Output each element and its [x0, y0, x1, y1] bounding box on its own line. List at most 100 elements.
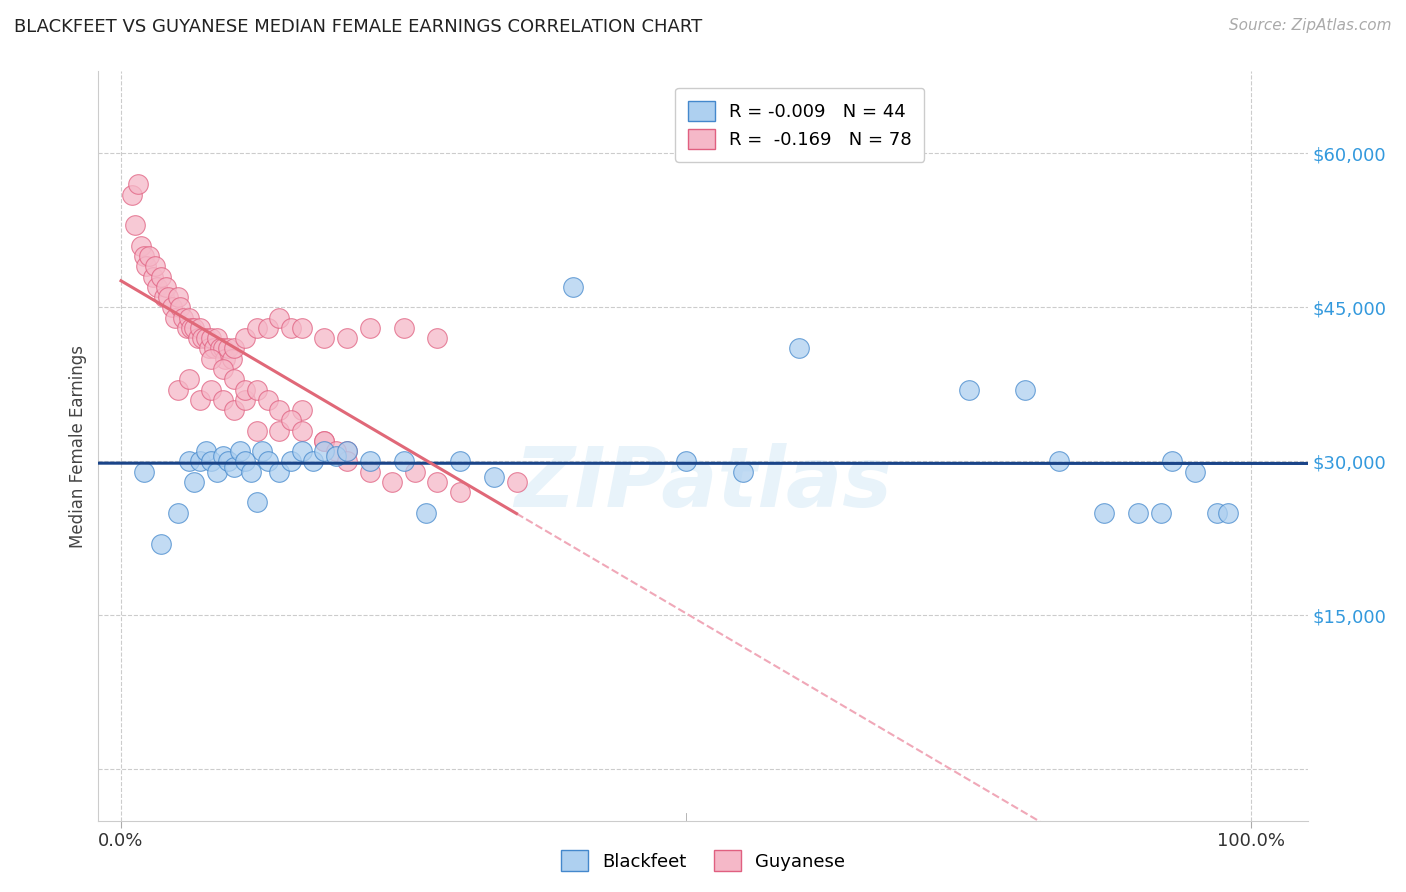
Point: [166, 290, 188, 304]
Point: [1014, 383, 1036, 397]
Point: [314, 434, 336, 448]
Point: [240, 465, 263, 479]
Point: [731, 465, 754, 479]
Point: [233, 383, 256, 397]
Point: [392, 321, 415, 335]
Point: [359, 454, 381, 468]
Point: [127, 178, 149, 192]
Point: [202, 342, 225, 356]
Point: [291, 403, 314, 417]
Point: [1218, 506, 1240, 520]
Point: [336, 331, 359, 345]
Point: [1126, 506, 1149, 520]
Point: [222, 403, 245, 417]
Point: [246, 383, 269, 397]
Point: [426, 475, 449, 489]
Point: [449, 485, 471, 500]
Point: [221, 351, 243, 366]
Point: [257, 454, 280, 468]
Point: [188, 392, 211, 407]
Point: [211, 392, 233, 407]
Point: [415, 506, 437, 520]
Point: [257, 321, 280, 335]
Point: [1047, 454, 1070, 468]
Point: [359, 321, 381, 335]
Point: [169, 301, 191, 315]
Point: [291, 444, 314, 458]
Point: [176, 321, 198, 335]
Point: [314, 444, 336, 458]
Point: [222, 342, 245, 356]
Point: [177, 310, 200, 325]
Point: [404, 465, 426, 479]
Point: [205, 331, 228, 345]
Point: [314, 434, 336, 448]
Point: [188, 454, 211, 468]
Point: [675, 454, 697, 468]
Point: [166, 506, 188, 520]
Point: [132, 465, 155, 479]
Text: Source: ZipAtlas.com: Source: ZipAtlas.com: [1229, 18, 1392, 33]
Point: [359, 465, 381, 479]
Point: [280, 454, 302, 468]
Point: [562, 280, 585, 294]
Point: [246, 424, 269, 438]
Point: [211, 362, 233, 376]
Point: [142, 269, 165, 284]
Point: [138, 249, 160, 263]
Point: [336, 444, 359, 458]
Point: [233, 392, 256, 407]
Point: [325, 450, 347, 464]
Point: [194, 331, 217, 345]
Point: [381, 475, 404, 489]
Point: [200, 454, 222, 468]
Point: [336, 454, 359, 468]
Point: [200, 383, 222, 397]
Point: [314, 331, 336, 345]
Point: [291, 424, 314, 438]
Point: [157, 290, 180, 304]
Point: [149, 536, 172, 550]
Point: [135, 260, 157, 274]
Point: [155, 280, 177, 294]
Point: [1206, 506, 1229, 520]
Point: [121, 187, 143, 202]
Point: [1161, 454, 1184, 468]
Point: [302, 454, 325, 468]
Point: [228, 444, 250, 458]
Point: [149, 269, 172, 284]
Point: [449, 454, 471, 468]
Point: [194, 444, 217, 458]
Point: [200, 331, 222, 345]
Point: [1184, 465, 1206, 479]
Point: [165, 310, 187, 325]
Point: [211, 342, 233, 356]
Point: [177, 454, 200, 468]
Point: [269, 465, 291, 479]
Point: [205, 465, 228, 479]
Point: [166, 383, 188, 397]
Point: [131, 239, 153, 253]
Point: [269, 424, 291, 438]
Point: [222, 372, 245, 386]
Point: [209, 342, 232, 356]
Point: [957, 383, 980, 397]
Legend: R = -0.009   N = 44, R =  -0.169   N = 78: R = -0.009 N = 44, R = -0.169 N = 78: [675, 88, 925, 162]
Point: [153, 290, 176, 304]
Point: [269, 310, 291, 325]
Point: [392, 454, 415, 468]
Point: [233, 331, 256, 345]
Point: [191, 331, 214, 345]
Point: [198, 342, 221, 356]
Point: [211, 450, 233, 464]
Point: [222, 459, 245, 474]
Point: [1150, 506, 1173, 520]
Point: [217, 454, 239, 468]
Point: [291, 321, 314, 335]
Point: [336, 444, 359, 458]
Point: [180, 321, 202, 335]
Point: [505, 475, 527, 489]
Point: [325, 444, 347, 458]
Point: [200, 351, 222, 366]
Point: [183, 475, 205, 489]
